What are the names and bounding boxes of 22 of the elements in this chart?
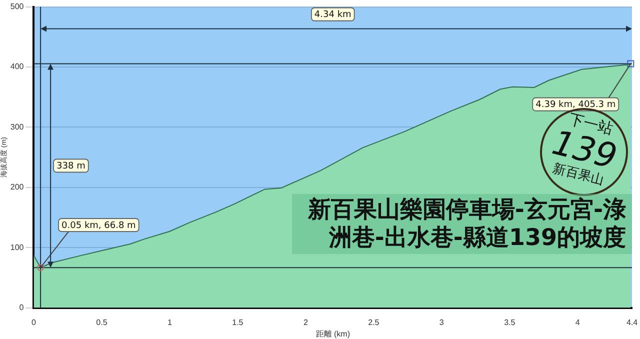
annotation: 0.05 km, 66.8 m [62,220,136,231]
y-tick-label: 300 [10,122,24,132]
x-tick-label: 0 [32,318,37,327]
x-axis-title: 距離 (km) [316,329,350,338]
y-tick-label: 100 [10,242,24,252]
x-tick-label: 2 [303,318,308,327]
x-tick-label: 2.5 [368,318,380,327]
annotation: 4.39 km, 405.3 m [536,100,616,110]
y-tick-label: 500 [10,2,24,12]
x-tick-label: 4 [575,318,580,327]
y-tick-label: 0 [19,303,24,312]
x-tick-label: 0.5 [96,318,108,327]
x-tick-label: 1.5 [232,318,244,327]
text: 新百果山樂園停車場-玄元宮-淥洲巷-出水巷-縣道139的坡度 [292,194,632,254]
x-tick-label: 1 [167,318,172,327]
x-tick-label: 4.4 [626,318,638,327]
annotation: 338 m [56,162,86,172]
x-tick-label: 3 [439,318,444,327]
y-tick-label: 400 [10,62,24,72]
x-tick-label: 3.5 [504,318,516,327]
annotation: 4.34 km [314,10,352,20]
y-tick-label: 200 [10,182,24,192]
